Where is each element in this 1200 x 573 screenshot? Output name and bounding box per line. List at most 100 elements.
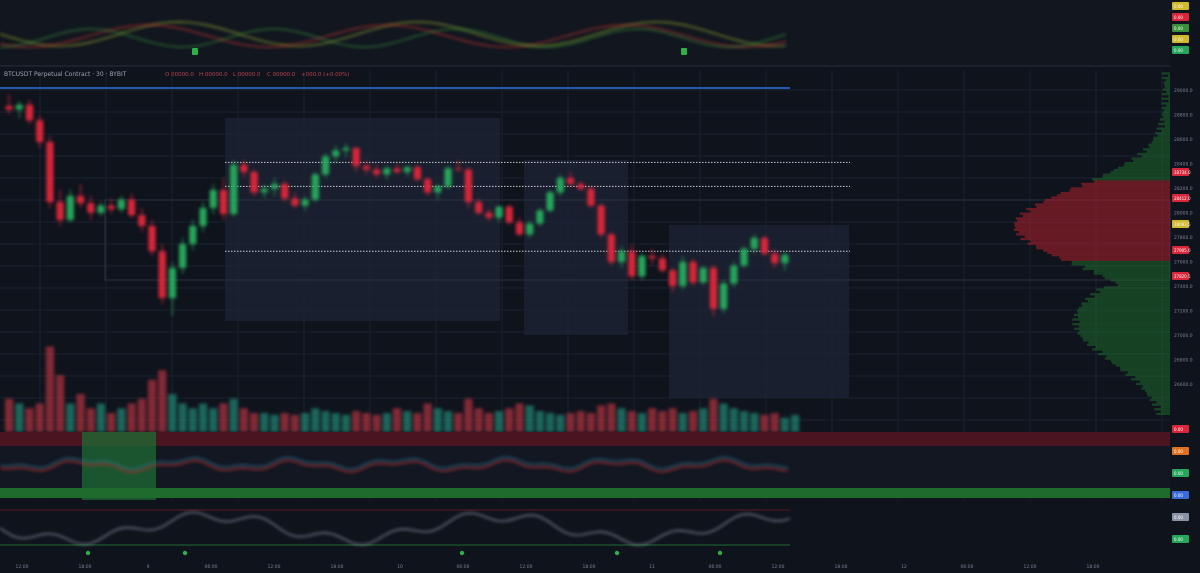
osc-line-1	[0, 21, 787, 47]
volume-bar	[658, 411, 667, 432]
profile-bar	[1163, 109, 1170, 112]
volume-bar	[372, 414, 381, 432]
time-tick-label: 12:00	[268, 564, 281, 570]
profile-bar	[1036, 205, 1170, 208]
volume-bar	[505, 408, 514, 432]
axis-badge	[1172, 24, 1189, 32]
profile-bar	[1043, 201, 1170, 204]
profile-bar	[1167, 74, 1170, 77]
profile-bar	[1161, 113, 1170, 116]
histogram-line	[0, 459, 789, 473]
profile-bar	[1165, 79, 1170, 82]
profile-bar	[1104, 357, 1170, 360]
price-tick-label: 27600.0	[1174, 260, 1193, 266]
profile-bar	[1168, 95, 1170, 98]
legend-item: +000.0 (+0.00%)	[301, 72, 349, 78]
profile-bar	[1094, 295, 1170, 298]
candle-body	[669, 270, 677, 286]
ohlc-legend: O 00000.0 H 00000.0 L 00000.0 C 00000.0 +000…	[165, 72, 349, 78]
range-box	[669, 225, 849, 398]
volume-bar	[464, 398, 473, 432]
candle-body	[25, 104, 34, 121]
volume-bar	[403, 411, 412, 432]
candle-body	[679, 262, 687, 286]
candle-body	[352, 148, 360, 166]
time-tick-label: 06:00	[709, 564, 722, 570]
top-pane-bg	[0, 0, 1170, 66]
profile-bar	[1166, 90, 1170, 93]
candle-body	[107, 205, 115, 210]
candle-body	[689, 262, 697, 283]
candle-body	[658, 258, 666, 271]
candle-body	[587, 188, 595, 206]
axis-badge-label: 0.00	[1174, 493, 1183, 498]
profile-bar	[1015, 226, 1170, 229]
axis-badge-label: 0.00	[1174, 37, 1183, 42]
range-box	[225, 118, 500, 321]
candle-body	[76, 196, 85, 204]
profile-bar	[1026, 208, 1170, 211]
volume-bar	[178, 403, 187, 432]
profile-bar	[1079, 320, 1170, 323]
profile-bar	[1094, 180, 1170, 183]
time-tick-label: 12:00	[16, 564, 29, 570]
candle-body	[321, 156, 330, 175]
candle-body	[515, 222, 524, 235]
candle-body	[424, 179, 432, 193]
price-tick-label: 29000.0	[1174, 88, 1193, 94]
axis-badge	[1172, 425, 1189, 433]
osc-line-2	[0, 24, 787, 48]
profile-bar	[1102, 173, 1170, 176]
profile-bar	[1142, 148, 1170, 151]
rsi-signal-dot	[85, 550, 91, 556]
profile-bar	[1051, 254, 1170, 257]
profile-bar	[1082, 185, 1170, 188]
candle-body	[495, 206, 503, 218]
profile-bar	[1157, 134, 1170, 137]
profile-bar	[1014, 224, 1170, 227]
volume-bar	[229, 398, 238, 432]
profile-bar	[1087, 300, 1170, 303]
profile-bar	[1164, 125, 1170, 128]
price-tick-label: 26600.0	[1174, 382, 1193, 388]
candle-body	[536, 210, 544, 224]
profile-bar	[1081, 304, 1170, 307]
profile-bar	[1163, 81, 1170, 84]
volume-bar	[484, 413, 493, 432]
candle-body	[526, 223, 534, 235]
candle-body	[434, 186, 442, 193]
volume-bar	[576, 411, 585, 432]
candle-body	[15, 104, 23, 110]
volume-bar	[423, 403, 432, 432]
profile-bar	[1141, 387, 1170, 390]
time-tick-label: 11	[649, 564, 655, 570]
volume-bar	[76, 394, 85, 432]
candle-body	[219, 190, 228, 214]
candle-body	[383, 168, 391, 175]
profile-bar	[1161, 102, 1170, 105]
volume-bar	[158, 370, 167, 432]
profile-bar	[1149, 145, 1170, 149]
level-lines	[0, 87, 850, 252]
profile-bar	[1161, 106, 1170, 110]
profile-bar	[1093, 272, 1170, 275]
profile-bar	[1104, 277, 1170, 280]
volume-bar	[688, 411, 698, 432]
profile-bar	[1120, 369, 1170, 372]
profile-bar	[1092, 178, 1170, 181]
volume-bar	[454, 413, 463, 432]
profile-bar	[1045, 198, 1170, 202]
profile-bar	[1102, 175, 1170, 179]
profile-bar	[1156, 401, 1170, 404]
profile-bar	[1119, 366, 1170, 369]
time-tick-label: 18:00	[79, 564, 92, 570]
candle-body	[577, 184, 585, 189]
profile-bar	[1125, 373, 1170, 376]
profile-bar	[1149, 398, 1170, 402]
volume-bar	[239, 408, 248, 432]
profile-bar	[1153, 139, 1170, 142]
profile-bar	[1072, 318, 1170, 321]
axis-badge-label: 0.00	[1174, 537, 1183, 542]
volume-bar	[290, 414, 300, 432]
